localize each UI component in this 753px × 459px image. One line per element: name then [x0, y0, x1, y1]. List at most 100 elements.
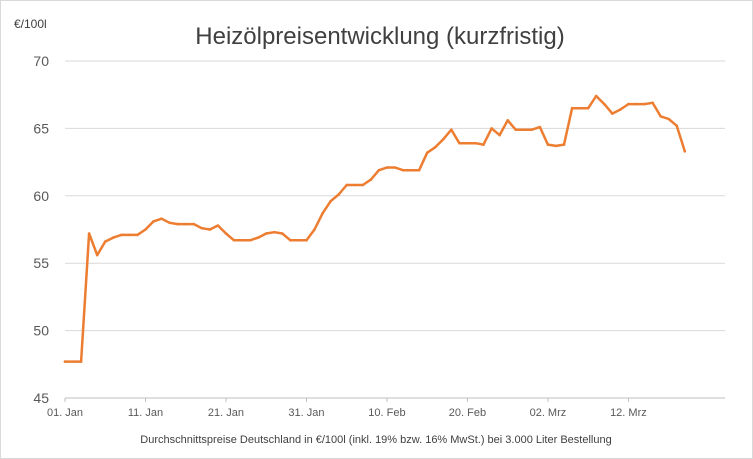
data-point: [667, 117, 670, 121]
y-tick-label: 50: [33, 323, 49, 339]
data-point: [313, 228, 316, 231]
data-point: [248, 239, 252, 242]
data-point: [562, 143, 566, 146]
data-point: [361, 183, 365, 187]
data-point: [289, 239, 292, 242]
x-axis-ticks: 01. Jan 11. Jan 21. Jan 31. Jan 10. Feb 20. F…: [47, 398, 647, 419]
data-point: [651, 101, 654, 105]
y-tick-label: 60: [33, 188, 49, 204]
data-point: [305, 239, 308, 242]
y-tick-label: 55: [33, 255, 49, 271]
data-point: [538, 125, 542, 129]
data-point: [192, 222, 196, 226]
data-point: [273, 230, 276, 234]
data-point: [554, 144, 558, 148]
data-point: [417, 168, 421, 172]
data-point: [643, 102, 646, 106]
data-point: [474, 141, 477, 145]
data-point: [329, 199, 332, 203]
x-tick-label: 01. Jan: [47, 407, 83, 419]
data-point: [409, 168, 413, 172]
data-point: [425, 151, 429, 154]
data-point: [635, 102, 638, 106]
data-point: [482, 143, 485, 146]
data-point: [240, 239, 244, 242]
x-tick-label: 10. Feb: [368, 407, 405, 419]
data-point: [466, 141, 469, 145]
x-axis-caption: Durchschnittspreise Deutschland in €/100…: [140, 434, 611, 446]
data-point: [208, 228, 212, 231]
data-point: [530, 128, 534, 131]
series-line: [63, 94, 687, 363]
data-point: [136, 233, 139, 237]
x-tick-label: 31. Jan: [288, 407, 324, 419]
data-point: [578, 106, 582, 110]
data-point: [442, 137, 445, 141]
data-point: [337, 193, 341, 196]
data-point: [184, 222, 187, 226]
data-point: [297, 239, 300, 242]
data-point: [514, 128, 517, 131]
data-point: [498, 133, 501, 137]
chart-title: Heizölpreisentwicklung (kurzfristig): [195, 23, 564, 50]
data-point: [385, 166, 389, 169]
data-point: [683, 150, 687, 153]
data-point: [232, 239, 236, 242]
data-point: [377, 168, 381, 172]
data-point: [458, 141, 461, 145]
data-point: [160, 217, 163, 220]
x-tick-label: 12. Mrz: [610, 407, 647, 419]
data-point: [490, 127, 493, 130]
data-point: [224, 232, 228, 235]
x-tick-label: 11. Jan: [128, 407, 163, 419]
data-point: [570, 106, 574, 110]
x-tick-label: 21. Jan: [208, 407, 244, 419]
x-tick-label: 20. Feb: [449, 407, 486, 419]
data-point: [450, 128, 453, 131]
data-point: [216, 224, 220, 227]
y-tick-label: 70: [33, 53, 49, 69]
series-layer: [63, 94, 687, 363]
data-point: [152, 220, 155, 223]
data-point: [112, 236, 115, 239]
data-point: [321, 212, 324, 215]
data-point: [176, 222, 179, 226]
y-unit-label: €/100l: [14, 17, 47, 31]
gridlines: [65, 60, 725, 399]
data-point: [603, 102, 606, 106]
data-point: [594, 94, 598, 98]
y-tick-label: 45: [33, 390, 49, 406]
y-tick-label: 65: [33, 120, 49, 136]
data-point: [353, 183, 357, 187]
data-point: [128, 233, 131, 237]
data-point: [393, 166, 397, 169]
data-point: [586, 106, 590, 110]
data-point: [675, 124, 678, 127]
data-point: [627, 102, 630, 106]
data-point: [369, 178, 373, 181]
data-point: [659, 115, 662, 118]
data-point: [611, 112, 614, 115]
data-point: [619, 108, 622, 111]
data-point: [401, 168, 405, 172]
data-point: [79, 360, 83, 363]
data-point: [120, 233, 123, 237]
data-point: [95, 253, 99, 257]
data-point: [103, 240, 107, 243]
x-tick-label: 02. Mrz: [530, 407, 567, 419]
data-point: [281, 232, 284, 235]
data-point: [345, 183, 349, 187]
y-axis-ticks: 45 50 55 60 65 70: [33, 53, 49, 406]
data-point: [433, 146, 437, 149]
data-point: [168, 221, 171, 225]
data-point: [256, 236, 260, 239]
data-point: [522, 128, 526, 131]
data-point: [87, 232, 91, 235]
data-point: [200, 226, 204, 230]
data-point: [264, 232, 268, 235]
data-point: [506, 119, 510, 122]
data-point: [63, 360, 67, 363]
data-point: [144, 228, 147, 231]
